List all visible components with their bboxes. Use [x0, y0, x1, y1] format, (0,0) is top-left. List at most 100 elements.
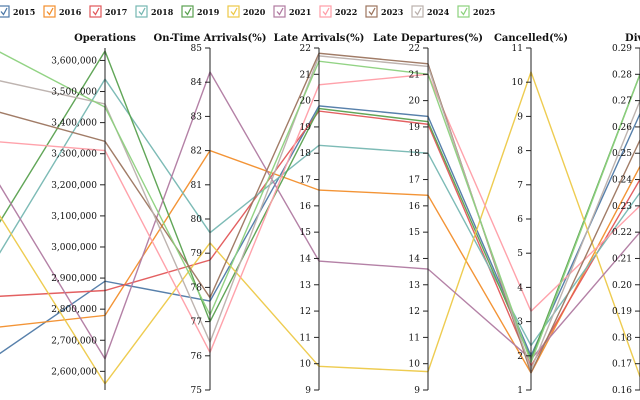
legend-label: 2021: [289, 7, 311, 17]
legend-item-2020[interactable]: 2020: [227, 5, 266, 18]
tick-label: 0.23: [612, 202, 632, 212]
tick-label: 3,300,000: [51, 150, 97, 160]
legend-label: 2025: [473, 7, 495, 17]
legend-item-2016[interactable]: 2016: [43, 5, 82, 18]
tick-label: 0.28: [612, 70, 632, 80]
axis-operations: 2,600,000 2,700,000 2,800,000 2,900,000 3,00…: [51, 33, 136, 390]
tick-label: 0.16: [612, 386, 632, 396]
legend-item-2015[interactable]: 2015: [0, 5, 35, 18]
tick-label: 2,700,000: [51, 336, 97, 346]
tick-label: 18: [409, 149, 421, 159]
tick-label: 22: [300, 44, 311, 54]
check-icon: [46, 7, 54, 16]
tick-label: 15: [300, 228, 312, 238]
legend-item-2023[interactable]: 2023: [365, 5, 404, 18]
legend-label: 2019: [197, 7, 220, 17]
tick-label: 11: [409, 333, 420, 343]
tick-label: 3,500,000: [51, 88, 97, 98]
legend-checkbox[interactable]: [365, 5, 378, 18]
check-icon: [322, 7, 330, 16]
check-icon: [184, 7, 192, 16]
tick-label: 79: [191, 249, 203, 259]
check-icon: [368, 7, 376, 16]
tick-label: 0.21: [612, 254, 632, 264]
legend-checkbox[interactable]: [89, 5, 102, 18]
tick-label: 0.17: [612, 360, 632, 370]
legend-checkbox[interactable]: [43, 5, 56, 18]
tick-label: 18: [300, 149, 312, 159]
legend[interactable]: 2015 2016 2017 2018 2019 2020 2021 2022 2023 2024…: [0, 5, 495, 18]
legend-checkbox[interactable]: [411, 5, 424, 18]
tick-label: 81: [191, 181, 202, 191]
tick-label: 3: [517, 318, 523, 328]
tick-label: 2,600,000: [51, 367, 97, 377]
tick-label: 17: [300, 176, 312, 186]
tick-label: 11: [512, 44, 523, 54]
legend-label: 2017: [105, 7, 127, 17]
tick-label: 2,900,000: [51, 274, 97, 284]
tick-label: 6: [517, 215, 523, 225]
tick-label: 19: [409, 123, 421, 133]
series-line-2015[interactable]: [0, 105, 640, 359]
tick-label: 17: [409, 176, 421, 186]
legend-checkbox[interactable]: [227, 5, 240, 18]
tick-label: 13: [300, 281, 312, 291]
tick-label: 83: [191, 112, 203, 122]
tick-label: 21: [409, 70, 420, 80]
axis-title-late_arr: Late Arrivals(%): [274, 33, 365, 44]
legend-item-2018[interactable]: 2018: [135, 5, 174, 18]
legend-label: 2022: [335, 7, 357, 17]
tick-label: 13: [409, 281, 421, 291]
tick-label: 9: [414, 386, 420, 396]
legend-item-2022[interactable]: 2022: [319, 5, 357, 18]
tick-label: 10: [300, 360, 312, 370]
legend-checkbox[interactable]: [457, 5, 470, 18]
tick-label: 10: [512, 78, 524, 88]
tick-label: 2: [517, 352, 523, 362]
tick-label: 16: [409, 202, 421, 212]
legend-checkbox[interactable]: [319, 5, 332, 18]
tick-label: 19: [300, 123, 312, 133]
tick-label: 4: [517, 283, 523, 293]
axis-title-cancelled: Cancelled(%): [494, 33, 568, 44]
axis-title-late_dep: Late Departures(%): [373, 33, 483, 44]
check-icon: [460, 7, 468, 16]
legend-label: 2015: [13, 7, 35, 17]
legend-item-2025[interactable]: 2025: [457, 5, 495, 18]
tick-label: 0.26: [612, 123, 632, 133]
tick-label: 0.22: [612, 228, 632, 238]
legend-item-2019[interactable]: 2019: [181, 5, 220, 18]
tick-label: 0.25: [612, 149, 632, 159]
tick-label: 3,200,000: [51, 181, 97, 191]
legend-checkbox[interactable]: [273, 5, 286, 18]
tick-label: 80: [191, 215, 203, 225]
tick-label: 15: [409, 228, 421, 238]
tick-label: 21: [300, 70, 311, 80]
check-icon: [276, 7, 284, 16]
legend-label: 2018: [151, 7, 174, 17]
legend-item-2017[interactable]: 2017: [89, 5, 127, 18]
tick-label: 11: [300, 333, 311, 343]
tick-label: 5: [517, 249, 523, 259]
tick-label: 0.27: [612, 97, 632, 107]
legend-label: 2024: [427, 7, 450, 17]
tick-label: 1: [517, 386, 523, 396]
tick-label: 85: [191, 44, 203, 54]
tick-label: 3,100,000: [51, 212, 97, 222]
axis-title-operations: Operations: [74, 33, 136, 44]
tick-label: 0.19: [612, 307, 632, 317]
tick-label: 0.20: [612, 281, 632, 291]
legend-checkbox[interactable]: [181, 5, 194, 18]
tick-label: 3,000,000: [51, 243, 97, 253]
legend-checkbox[interactable]: [135, 5, 148, 18]
tick-label: 84: [191, 78, 203, 88]
tick-label: 3,400,000: [51, 119, 97, 129]
legend-item-2024[interactable]: 2024: [411, 5, 450, 18]
axis-diverted: 0.16 0.17 0.18 0.19 0.20 0.21 0.22 0.23 0.24 0.25…: [612, 33, 640, 396]
legend-item-2021[interactable]: 2021: [273, 5, 311, 18]
tick-label: 12: [409, 307, 420, 317]
check-icon: [230, 7, 238, 16]
tick-label: 2,800,000: [51, 305, 97, 315]
